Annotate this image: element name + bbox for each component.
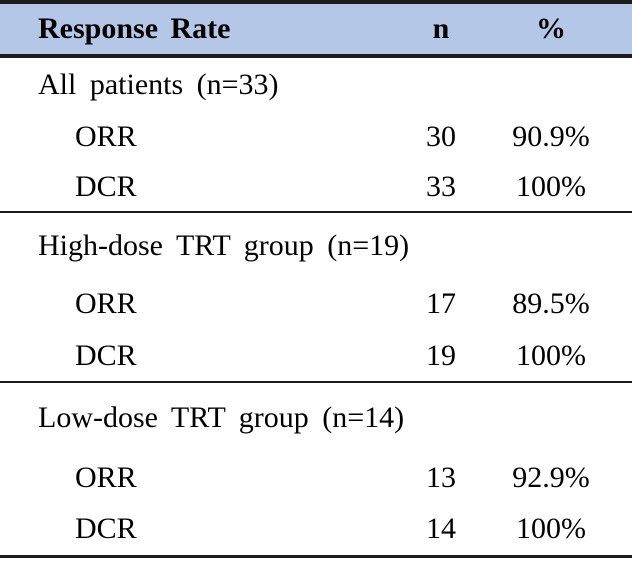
row-percent-value: 92.9% (512, 461, 590, 494)
row-label: DCR (75, 512, 137, 546)
table-row: ORR 17 89.5% (0, 278, 632, 330)
row-percent-value: 100% (516, 512, 586, 546)
section-title: Low-dose TRT group (n=14) (38, 400, 405, 434)
section-all-patients: All patients (n=33) ORR 30 90.9% DCR 33 … (0, 56, 632, 212)
row-spacer (612, 452, 632, 504)
column-header-n: n (432, 12, 450, 45)
row-spacer (612, 112, 632, 162)
row-n-value: 13 (426, 461, 456, 494)
row-percent-value: 89.5% (512, 287, 590, 320)
row-n-value: 33 (426, 169, 456, 203)
row-label: DCR (75, 338, 137, 372)
table-row: DCR 33 100% (0, 162, 632, 212)
row-n-value: 30 (426, 120, 456, 153)
row-label: DCR (75, 169, 137, 203)
section-title-row: All patients (n=33) (0, 56, 632, 112)
table-header-row: Response Rate n % (0, 2, 632, 56)
row-spacer (612, 504, 632, 556)
table-row: ORR 13 92.9% (0, 452, 632, 504)
row-n-value: 17 (426, 287, 456, 320)
row-spacer (612, 330, 632, 382)
section-low-dose-trt: Low-dose TRT group (n=14) ORR 13 92.9% D… (0, 382, 632, 556)
section-title-row: Low-dose TRT group (n=14) (0, 382, 632, 452)
section-high-dose-trt: High-dose TRT group (n=19) ORR 17 89.5% … (0, 212, 632, 382)
column-header-response-rate: Response Rate (38, 12, 231, 45)
row-spacer (612, 278, 632, 330)
header-spacer (612, 2, 632, 56)
column-header-percent: % (536, 12, 566, 45)
section-title: All patients (n=33) (38, 68, 279, 101)
row-label: ORR (75, 461, 137, 494)
table-row: ORR 30 90.9% (0, 112, 632, 162)
row-percent-value: 100% (516, 169, 586, 203)
response-rate-table: Response Rate n % All patients (n=33) OR… (0, 0, 632, 558)
section-title: High-dose TRT group (n=19) (38, 228, 410, 262)
table-row: DCR 14 100% (0, 504, 632, 556)
row-percent-value: 90.9% (512, 120, 590, 153)
table-row: DCR 19 100% (0, 330, 632, 382)
section-title-row: High-dose TRT group (n=19) (0, 212, 632, 278)
row-n-value: 14 (426, 512, 456, 546)
table-header: Response Rate n % (0, 2, 632, 56)
row-n-value: 19 (426, 338, 456, 372)
row-label: ORR (75, 287, 137, 320)
row-label: ORR (75, 120, 137, 153)
row-spacer (612, 162, 632, 212)
row-percent-value: 100% (516, 338, 586, 372)
